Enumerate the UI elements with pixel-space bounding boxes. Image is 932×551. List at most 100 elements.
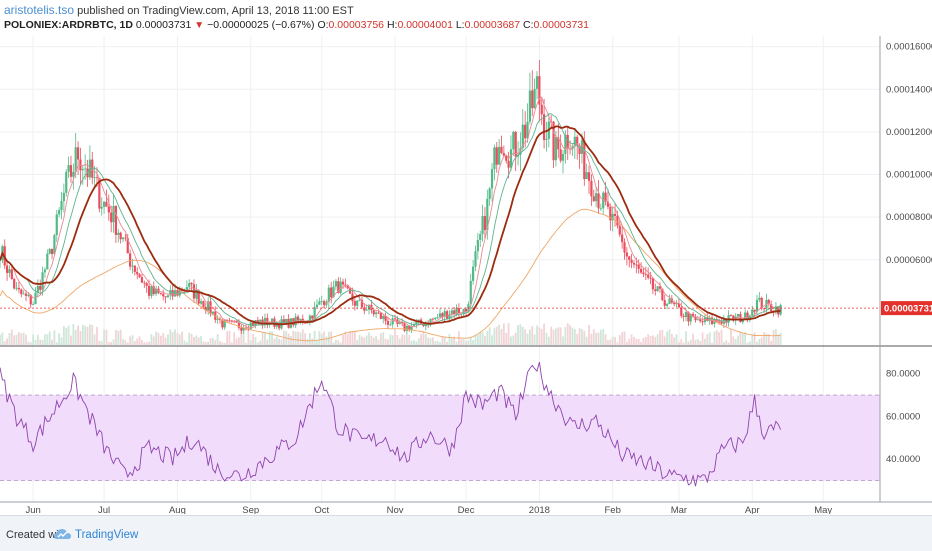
volume-bar (401, 334, 404, 345)
volume-bar (159, 335, 162, 345)
volume-bar (604, 334, 607, 345)
candle-body (93, 177, 96, 179)
volume-bar (682, 342, 685, 345)
volume-bar (633, 337, 635, 345)
candle-body (10, 269, 13, 279)
ma-fast-line (0, 96, 781, 329)
volume-bar (84, 325, 87, 345)
volume-bar (500, 328, 503, 345)
volume-bar (569, 325, 572, 345)
volume-bar (573, 329, 576, 345)
volume-bar (396, 335, 399, 345)
candle-body (476, 240, 479, 252)
candle-body (143, 282, 146, 284)
candle-body (138, 274, 141, 278)
candle-body (129, 253, 132, 267)
candle-body (526, 121, 529, 139)
volume-bar (304, 333, 307, 345)
volume-bar (365, 335, 368, 345)
volume-bar (29, 342, 32, 345)
volume-bar (238, 337, 240, 345)
volume-bar (221, 342, 224, 345)
volume-bar (133, 341, 136, 345)
volume-bar (758, 338, 761, 345)
candle-body (647, 274, 650, 278)
volume-bar (722, 341, 725, 345)
volume-bar (628, 338, 631, 345)
volume-bar (588, 324, 590, 345)
candle-body (720, 321, 723, 324)
volume-bar (713, 331, 716, 345)
time-tick-label: Sep (242, 505, 259, 514)
candle-body (237, 322, 241, 328)
candle-body (119, 232, 122, 240)
volume-bar (737, 335, 739, 345)
volume-bar (652, 335, 654, 345)
tradingview-brand-link[interactable]: TradingView (75, 529, 139, 541)
volume-bar (517, 325, 519, 345)
candle-body (29, 294, 32, 305)
chart-canvas[interactable]: 0.00016000 0.00014000 0.00012000 0.00010000… (0, 36, 932, 514)
volume-bar (51, 339, 53, 345)
candle-body (538, 76, 541, 105)
candle-body (486, 198, 489, 231)
candle-body (178, 288, 181, 296)
candle-body (166, 295, 170, 298)
candle-body (557, 137, 560, 150)
volume-bar (223, 342, 226, 345)
volume-bar (34, 339, 37, 345)
ohlc-legend: POLONIEX:ARDRBTC, 1D 0.00003731 ▼ −0.000… (4, 17, 589, 34)
candle-body (393, 318, 397, 320)
candle-body (441, 313, 444, 317)
volume-bar (550, 326, 553, 345)
volume-bar (422, 330, 425, 345)
volume-bar (531, 326, 534, 345)
volume-bar (86, 326, 89, 345)
volume-bar (316, 340, 318, 345)
volume-bar (512, 335, 515, 345)
volume-bar (734, 339, 737, 345)
tradingview-cloud-icon (54, 529, 71, 539)
candle-body (729, 315, 733, 316)
volume-bar (129, 336, 132, 345)
volume-bar (614, 336, 616, 345)
volume-bar (479, 332, 482, 345)
volume-bar (247, 329, 250, 345)
volume-bar (521, 326, 524, 345)
candle-body (131, 265, 134, 267)
volume-bar (377, 339, 380, 345)
volume-bar (659, 330, 661, 345)
volume-bar (261, 332, 264, 345)
volume-bar (145, 342, 148, 345)
candle-body (313, 306, 316, 319)
time-tick-label: Oct (314, 505, 329, 514)
volume-bar (663, 336, 666, 345)
candle-body (282, 319, 285, 323)
volume-bar (77, 325, 79, 345)
candle-body (474, 251, 477, 267)
candle-body (315, 304, 319, 307)
volume-bar (55, 342, 58, 345)
volume-bar (536, 325, 538, 345)
candle-body (304, 322, 307, 324)
volume-bar (313, 330, 316, 345)
candle-body (675, 303, 678, 305)
volume-bar (398, 338, 401, 345)
candle-body (438, 313, 442, 318)
volume-bar (62, 325, 65, 345)
volume-bar (644, 336, 647, 345)
volume-bar (436, 340, 439, 345)
volume-bar (131, 335, 134, 345)
candle-body (571, 146, 574, 150)
volume-bar (488, 327, 491, 345)
author-link[interactable]: aristotelis.tso (4, 3, 75, 17)
volume-bar (498, 324, 501, 345)
volume-bar (443, 337, 446, 345)
volume-bar (197, 337, 200, 345)
volume-bar (446, 341, 448, 345)
candle-body (632, 262, 636, 265)
volume-bar (469, 336, 472, 345)
chart-header: aristotelis.tso published on TradingView… (4, 2, 924, 19)
candle-body (434, 317, 437, 320)
candle-body (60, 201, 63, 211)
